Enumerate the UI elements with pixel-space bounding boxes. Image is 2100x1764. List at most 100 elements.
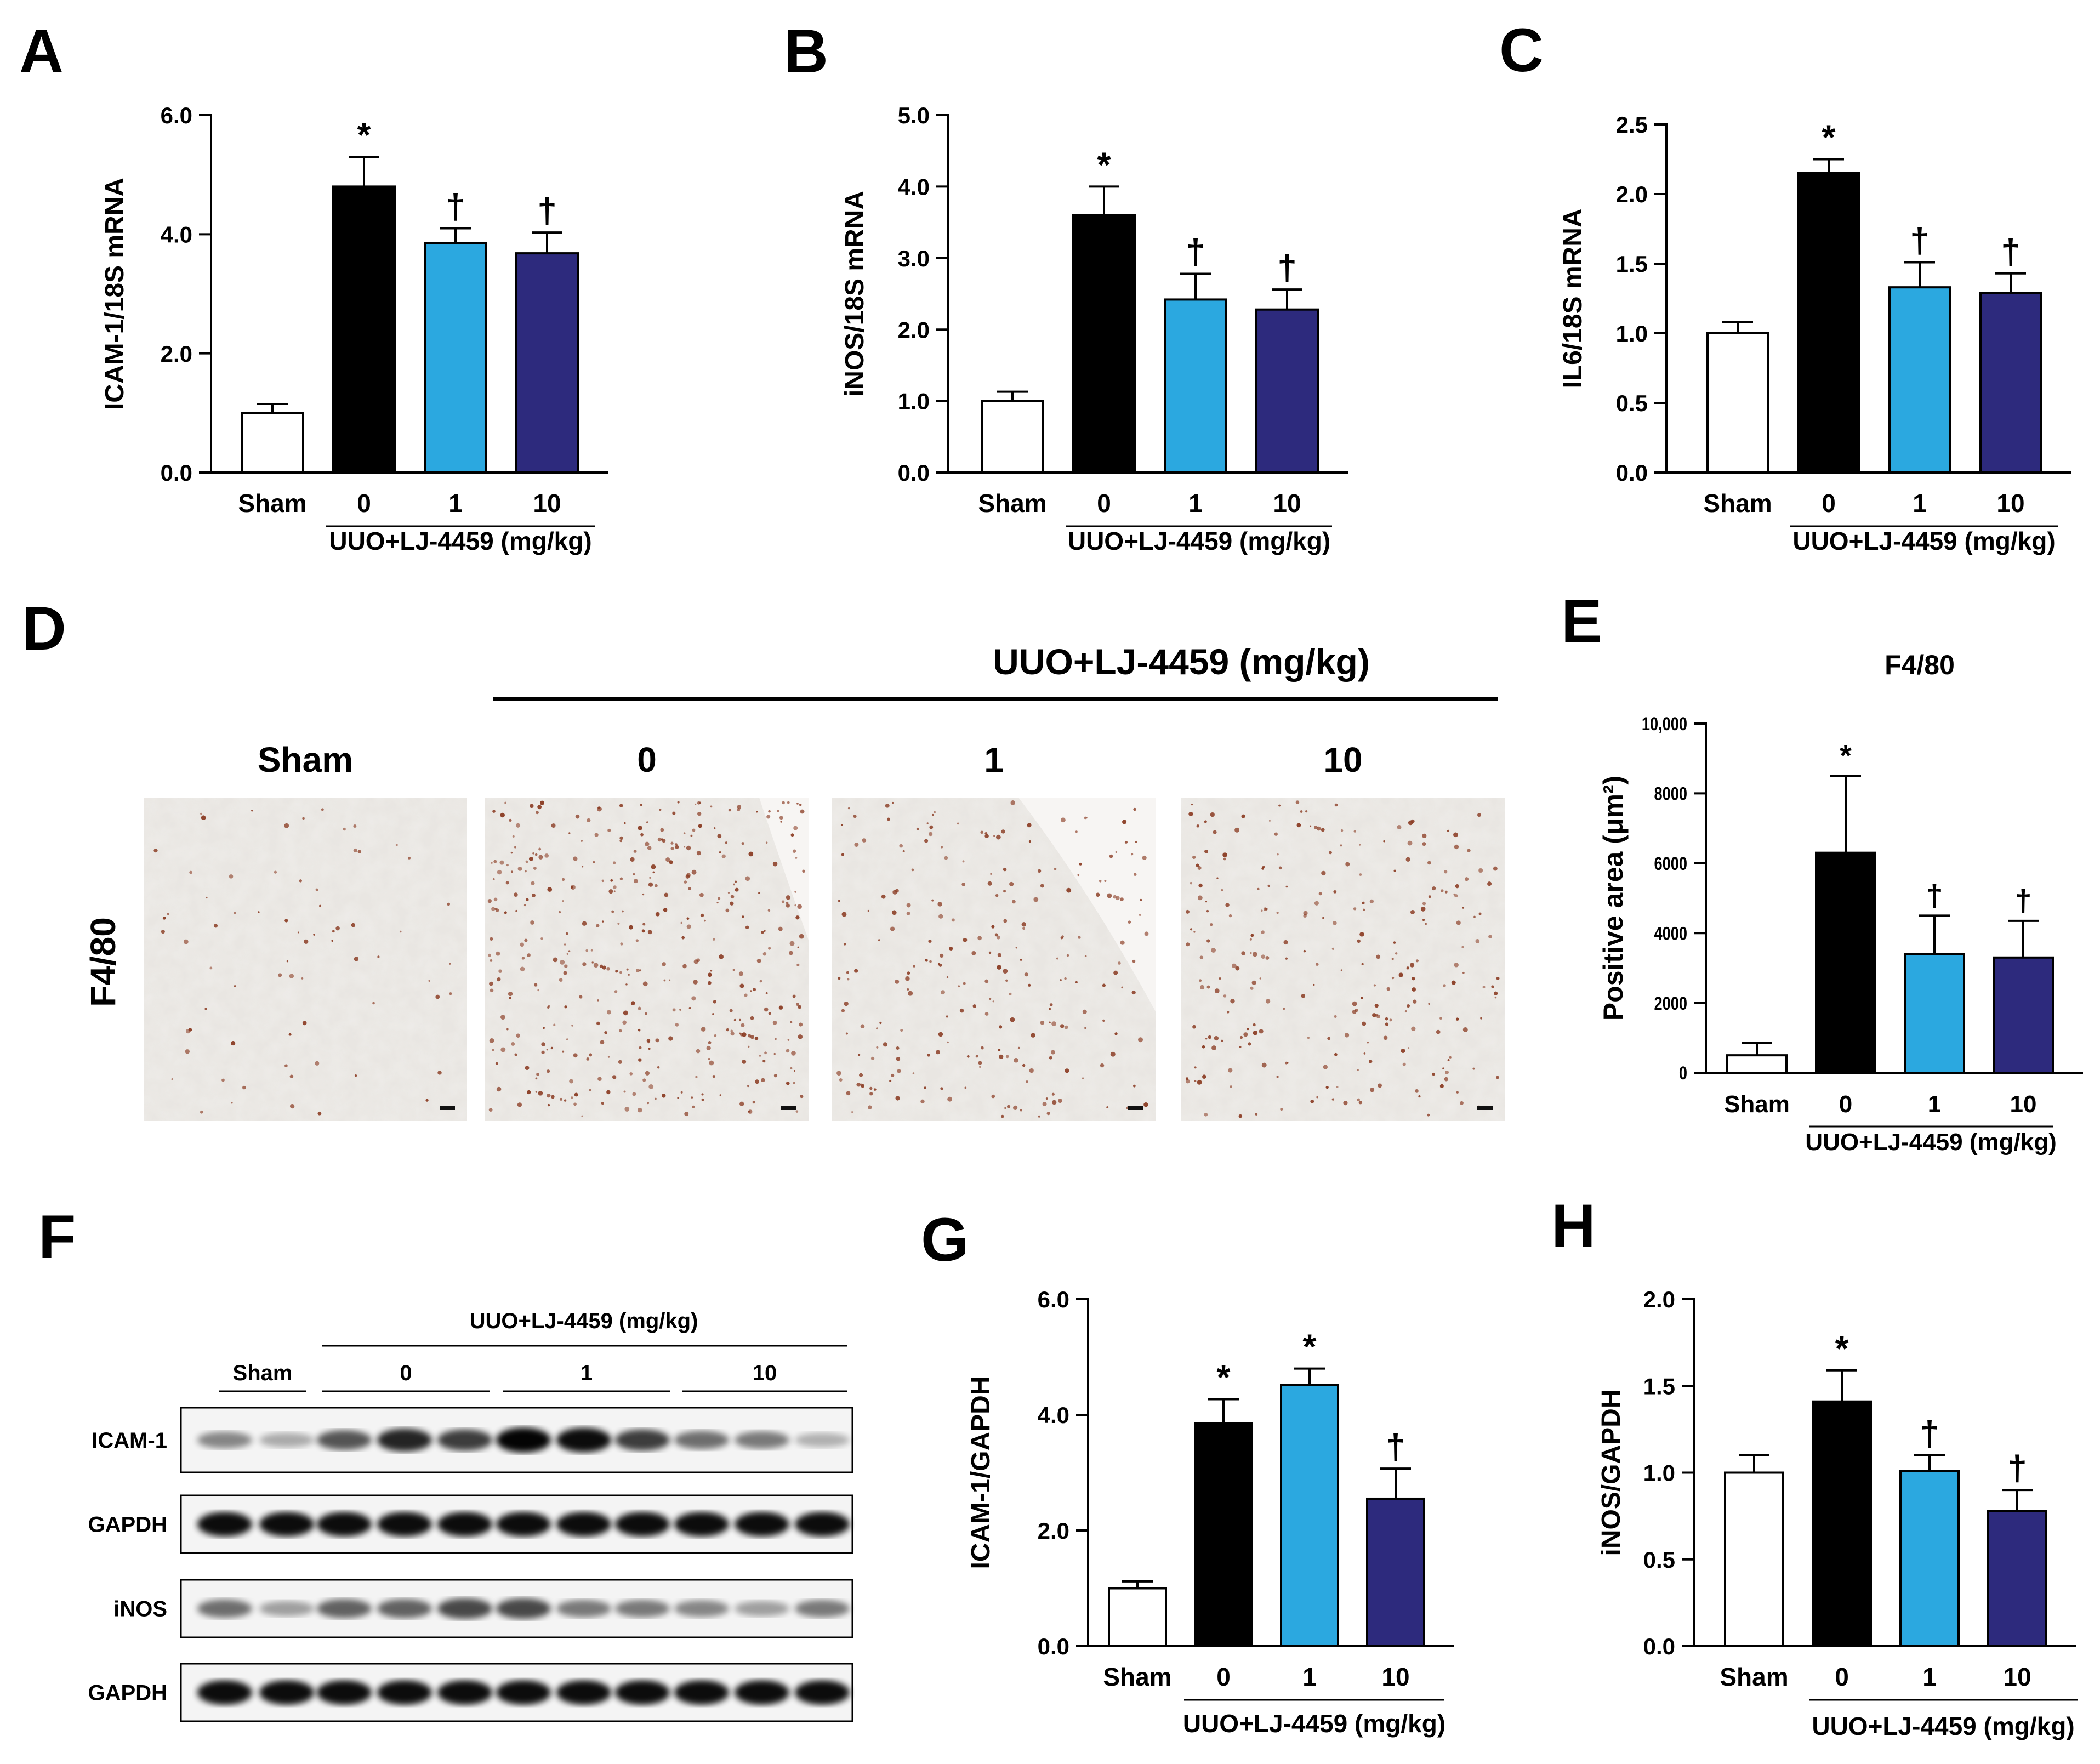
stain-speck xyxy=(735,880,737,883)
stain-speck xyxy=(1194,1066,1197,1069)
stain-speck xyxy=(1051,1092,1055,1096)
stain-speck xyxy=(606,967,610,971)
stain-speck xyxy=(500,1015,505,1020)
stain-speck xyxy=(1295,800,1300,804)
stain-speck xyxy=(721,854,726,858)
y-tick-label: 2.0 xyxy=(161,341,192,367)
stain-speck xyxy=(1274,832,1278,836)
stain-speck xyxy=(698,824,702,828)
stain-speck xyxy=(234,985,236,987)
stain-speck xyxy=(1278,804,1281,807)
stain-speck xyxy=(978,1061,982,1065)
stain-speck xyxy=(1109,854,1113,858)
blot-band xyxy=(795,1600,850,1618)
stain-speck xyxy=(1084,816,1087,820)
stain-speck xyxy=(1196,863,1199,867)
stain-speck xyxy=(1454,962,1459,968)
stain-speck xyxy=(799,1022,803,1027)
blot-band xyxy=(377,1429,432,1452)
stain-speck xyxy=(1205,901,1208,903)
stain-speck xyxy=(963,982,966,985)
stain-speck xyxy=(853,815,857,818)
blot-band xyxy=(197,1680,252,1705)
stain-speck xyxy=(750,1035,754,1039)
stain-speck xyxy=(1336,1085,1339,1089)
stain-speck xyxy=(1227,1011,1230,1014)
stain-speck xyxy=(1263,907,1267,911)
stain-speck xyxy=(1247,1028,1249,1031)
stain-speck xyxy=(619,804,623,807)
stain-speck xyxy=(1445,1070,1449,1074)
stain-speck xyxy=(1049,1056,1052,1060)
stain-speck xyxy=(353,824,357,828)
stain-speck xyxy=(1197,866,1202,870)
y-axis-label: Positive area (μm²) xyxy=(1598,776,1629,1021)
stain-speck xyxy=(846,1091,851,1096)
stain-speck xyxy=(288,1033,292,1036)
stain-speck xyxy=(949,947,953,951)
x-tick-label: 0 xyxy=(357,489,371,517)
stain-speck xyxy=(1449,1056,1452,1059)
stain-speck xyxy=(1005,1055,1009,1059)
stain-speck xyxy=(984,979,989,983)
stain-speck xyxy=(526,1090,531,1095)
stain-speck xyxy=(1222,852,1227,857)
stain-speck xyxy=(559,1097,563,1101)
stain-speck xyxy=(947,1041,949,1044)
stain-speck xyxy=(991,1094,995,1099)
stain-speck xyxy=(591,961,594,964)
stain-speck xyxy=(1199,979,1202,982)
stain-speck xyxy=(626,968,629,971)
stain-speck xyxy=(1407,1047,1410,1049)
stain-speck xyxy=(1261,1062,1267,1068)
stain-speck xyxy=(679,1009,681,1011)
stain-speck xyxy=(321,808,324,811)
stain-speck xyxy=(516,1033,520,1038)
stain-speck xyxy=(684,1112,689,1117)
bar-0 xyxy=(1072,214,1136,474)
stain-speck xyxy=(562,1050,565,1053)
stain-speck xyxy=(1004,1107,1006,1109)
stain-speck xyxy=(1134,873,1137,876)
stain-speck xyxy=(1405,857,1410,862)
bar-sham xyxy=(1724,1471,1784,1647)
panel-letter-f: F xyxy=(38,1203,76,1271)
bar-1 xyxy=(1164,298,1227,474)
stain-speck xyxy=(506,864,509,867)
stain-speck xyxy=(566,953,569,955)
panel-letter-c: C xyxy=(1499,16,1544,84)
chart-panel-c: 0.0 0.5 1.0 1.5 2.0 2.5 IL6/18S mRNA Sham * 0 † 1 † 1… xyxy=(1558,112,2071,555)
stain-speck xyxy=(1496,976,1500,980)
stain-speck xyxy=(537,989,540,992)
stain-speck xyxy=(979,1066,981,1068)
stain-speck xyxy=(719,851,721,853)
stain-speck xyxy=(617,923,620,925)
blot-lane-group-label: Sham xyxy=(233,1361,293,1385)
stain-speck xyxy=(491,862,493,864)
stain-speck xyxy=(1144,931,1149,936)
stain-speck xyxy=(730,901,734,906)
stain-speck xyxy=(647,930,652,935)
stain-speck xyxy=(1031,1033,1035,1038)
stain-speck xyxy=(284,823,289,828)
stain-speck xyxy=(1462,907,1465,909)
stain-speck xyxy=(843,942,846,946)
stain-speck xyxy=(796,963,800,966)
stain-speck xyxy=(1250,986,1254,990)
stain-speck xyxy=(1482,986,1486,989)
panel-letter-b: B xyxy=(784,17,828,86)
stain-speck xyxy=(997,953,1002,957)
stain-speck xyxy=(998,1049,1001,1051)
stain-speck xyxy=(1383,840,1385,843)
stain-speck xyxy=(1443,984,1446,987)
stain-speck xyxy=(354,957,359,961)
stain-speck xyxy=(492,810,496,813)
y-tick-label: 0.0 xyxy=(898,460,930,486)
stain-speck xyxy=(870,1056,875,1061)
y-tick-label: 2.0 xyxy=(1643,1287,1675,1312)
stain-speck xyxy=(1296,823,1301,828)
stain-speck xyxy=(1333,921,1337,925)
stain-speck xyxy=(690,834,693,837)
stain-speck xyxy=(712,1075,715,1078)
stain-speck xyxy=(1386,987,1391,991)
